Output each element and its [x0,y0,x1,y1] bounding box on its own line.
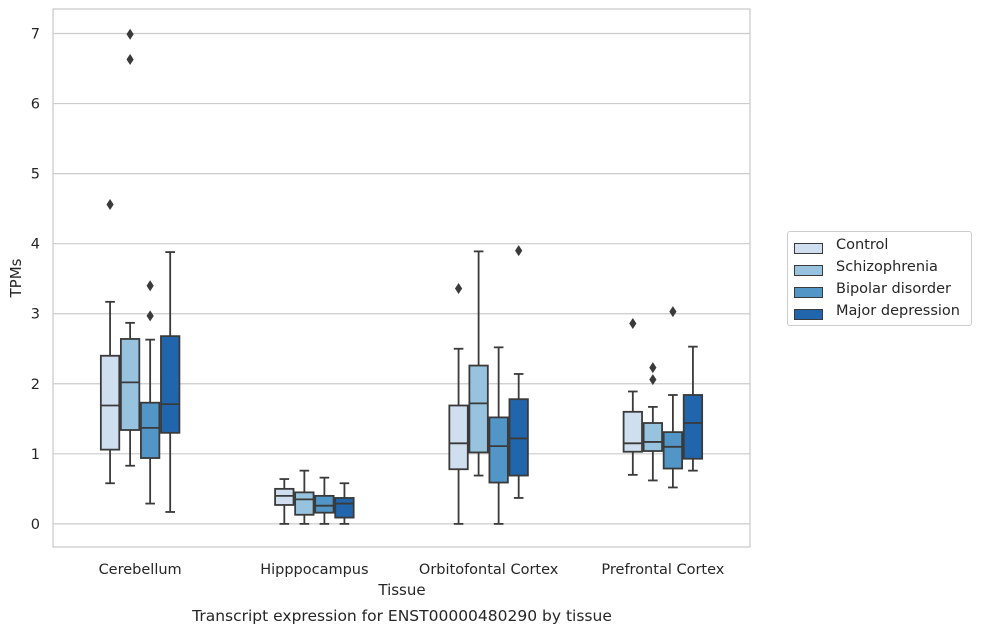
outlier-point-1 [454,283,463,295]
box-body [99,354,121,451]
outlier-point-1 [146,310,154,322]
plot-frame [52,8,751,548]
y-tick-label-2: 2 [31,377,40,393]
box-body [119,338,141,431]
y-tick-label-7: 7 [31,27,40,43]
outlier-point-2 [126,28,134,40]
legend-swatch-bipolar [794,287,823,298]
box-body [488,416,509,484]
box-bipolar-disorder-1 [140,280,161,505]
box-body [448,404,469,471]
outlier-point-2 [649,362,657,374]
box-body [160,335,181,434]
x-tick-label-4: Prefrontal Cortex [601,562,724,578]
box-bipolar-disorder-4 [662,306,684,489]
box-body [468,364,489,454]
legend-swatch-control [794,243,823,254]
box-body [682,394,704,460]
box-body [508,398,529,477]
box-control-2 [274,478,295,525]
box-bipolar-disorder-2 [314,476,335,525]
x-axis-label: Tissue [377,581,425,599]
box-schizophrenia-2 [294,469,315,525]
x-tick-labels: Cerebellum Hipppocampus Orbitofontal Corte… [99,562,725,578]
outlier-point-1 [629,318,637,330]
box-body [334,497,355,519]
box-body [294,491,315,516]
box-schizophrenia-3 [468,250,489,477]
box-major-depression-3 [508,245,529,499]
x-tick-label-3: Orbitofontal Cortex [419,562,559,578]
y-axis-label: TPMs [7,258,25,298]
y-tick-labels: 0 1 2 3 4 5 6 7 [31,27,40,533]
outlier-point-1 [126,53,134,65]
box-body [314,494,335,514]
y-tick-label-1: 1 [31,447,40,463]
box-body [274,487,295,506]
box-groups [99,28,704,525]
legend-label-control: Control [836,237,889,253]
chart-caption: Transcript expression for ENST0000048029… [192,607,612,625]
box-bipolar-disorder-3 [488,346,509,525]
box-body [642,422,663,452]
y-tick-label-6: 6 [31,97,40,113]
legend-label-schizophrenia: Schizophrenia [836,259,938,275]
legend-swatch-major-depression [794,309,823,320]
box-control-4 [622,318,643,476]
legend-swatch-schizophrenia [794,265,823,276]
outlier-point-1 [515,245,523,257]
box-major-depression-2 [334,482,355,525]
box-major-depression-1 [160,251,181,513]
outlier-point-1 [649,374,657,386]
outlier-point-2 [146,280,154,292]
box-major-depression-4 [682,345,704,472]
outlier-point-1 [106,198,114,210]
box-control-1 [99,198,121,485]
box-schizophrenia-1 [119,28,141,467]
box-body [140,401,161,459]
box-body [662,431,684,470]
y-tick-label-5: 5 [31,167,40,183]
legend-label-major-depression: Major depression [836,303,960,319]
box-control-3 [448,283,469,525]
legend: Control Schizophrenia Bipolar disorder M… [787,231,972,326]
box-body [622,410,643,453]
legend-label-bipolar: Bipolar disorder [836,281,951,297]
box-schizophrenia-4 [642,362,663,482]
x-tick-label-1: Cerebellum [99,562,182,578]
y-tick-label-0: 0 [31,517,40,533]
y-tick-label-3: 3 [31,307,40,323]
outlier-point-1 [669,306,677,318]
y-tick-label-4: 4 [31,237,40,253]
x-tick-label-2: Hipppocampus [260,562,368,578]
